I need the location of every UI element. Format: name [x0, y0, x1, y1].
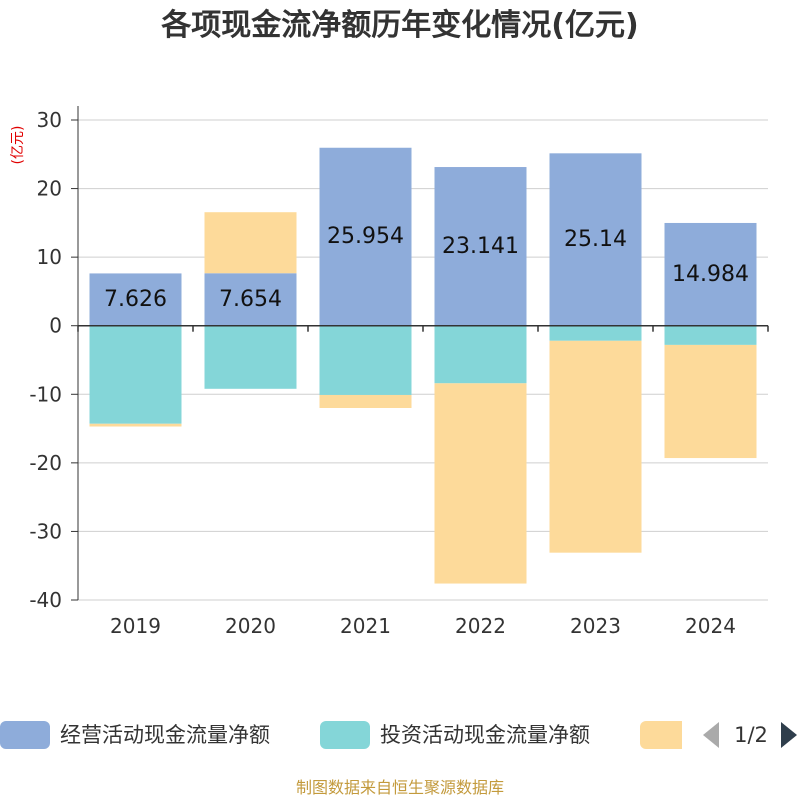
bar-series-2 — [549, 325, 642, 341]
legend-prev-page-icon[interactable] — [701, 721, 721, 749]
bar-series-2 — [664, 325, 757, 345]
bar-series-1 — [664, 222, 757, 326]
legend-page-indicator: 1/2 — [734, 723, 768, 747]
legend: 经营活动现金流量净额 投资活动现金流量净额 1/2 — [0, 718, 800, 752]
data-label: 25.954 — [327, 224, 404, 249]
y-axis-unit-label: (亿元) — [10, 126, 26, 165]
legend-next-page-icon[interactable] — [779, 721, 799, 749]
legend-item-investing-cashflow[interactable]: 投资活动现金流量净额 — [320, 718, 590, 752]
y-tick-label: 0 — [49, 314, 62, 338]
x-tick-label: 2019 — [110, 614, 161, 638]
bar-series-1 — [204, 273, 297, 326]
y-tick-label: 30 — [37, 108, 62, 132]
bar-series-2 — [319, 325, 412, 395]
bar-series-3 — [319, 394, 412, 408]
y-tick-label: -20 — [29, 451, 62, 475]
data-label: 7.626 — [104, 287, 167, 312]
legend-label: 经营活动现金流量净额 — [60, 723, 270, 747]
bar-series-2 — [89, 325, 182, 424]
bar-series-1 — [89, 273, 182, 326]
x-tick-label: 2023 — [570, 614, 621, 638]
legend-swatch — [640, 721, 682, 749]
bar-series-3 — [89, 423, 182, 427]
data-label: 7.654 — [219, 287, 282, 312]
x-tick-label: 2021 — [340, 614, 391, 638]
y-tick-label: -10 — [29, 382, 62, 406]
x-tick-label: 2020 — [225, 614, 276, 638]
data-label: 14.984 — [672, 262, 749, 287]
legend-label: 投资活动现金流量净额 — [380, 723, 590, 747]
bar-series-3 — [204, 212, 297, 274]
legend-item-series-3[interactable] — [640, 718, 682, 752]
bar-series-3 — [664, 344, 757, 459]
bar-series-2 — [204, 325, 297, 389]
bar-series-1 — [434, 167, 527, 326]
bar-series-3 — [434, 383, 527, 584]
bars — [89, 147, 757, 584]
axes: 30 20 10 0 -10 -20 -30 -40 2019 2020 2021 2022 2023 2… — [29, 106, 769, 638]
data-labels: 7.626 7.654 25.954 23.141 25.14 14.984 — [104, 224, 749, 312]
y-tick-label: -40 — [29, 588, 62, 612]
data-label: 23.141 — [442, 234, 519, 259]
bar-series-1 — [319, 147, 412, 326]
legend-item-operating-cashflow[interactable]: 经营活动现金流量净额 — [0, 718, 270, 752]
data-label: 25.14 — [564, 227, 627, 252]
bar-series-2 — [434, 325, 527, 384]
legend-swatch — [320, 721, 370, 749]
y-tick-label: 20 — [37, 177, 62, 201]
y-tick-label: 10 — [37, 245, 62, 269]
data-source-note: 制图数据来自恒生聚源数据库 — [295, 778, 504, 797]
x-tick-label: 2022 — [455, 614, 506, 638]
bar-series-3 — [549, 340, 642, 553]
bar-series-1 — [549, 153, 642, 326]
x-tick-label: 2024 — [685, 614, 736, 638]
y-tick-label: -30 — [29, 519, 62, 543]
legend-swatch — [0, 721, 50, 749]
chart-title: 各项现金流净额历年变化情况(亿元) — [161, 8, 639, 43]
